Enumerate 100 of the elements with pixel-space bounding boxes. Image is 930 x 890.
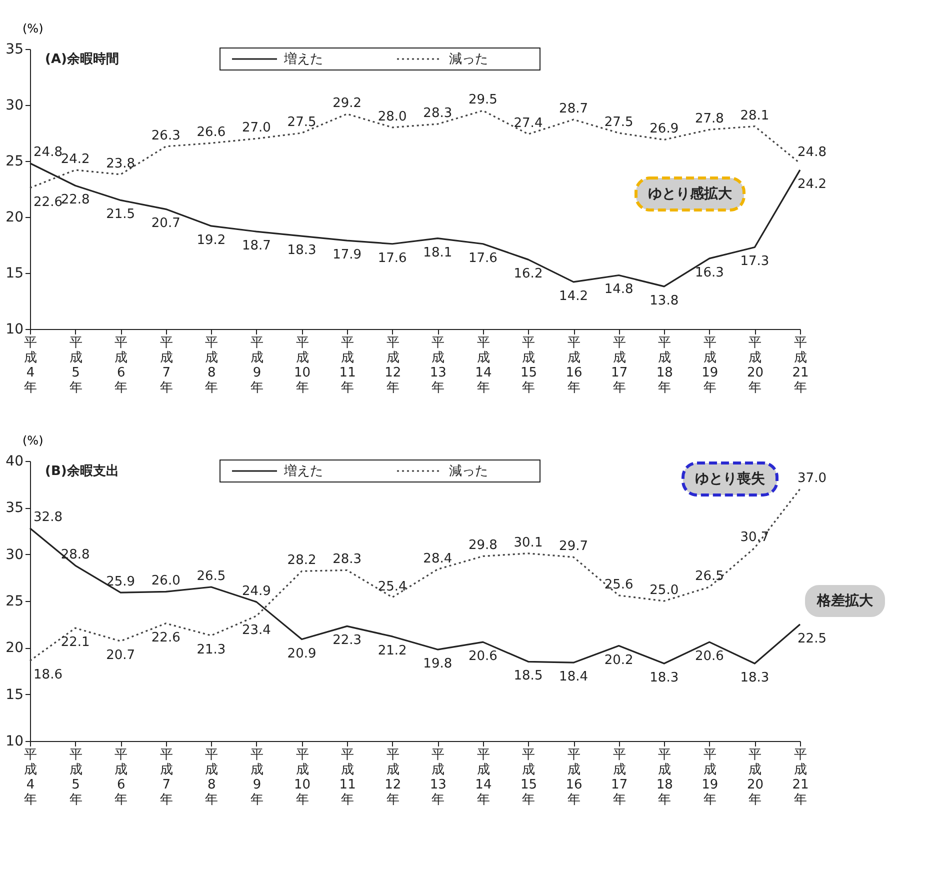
data-label: 24.2 (60, 152, 90, 167)
legend-label: 減った (449, 52, 488, 67)
data-label: 24.2 (798, 176, 826, 192)
data-label: 22.3 (332, 633, 362, 648)
x-tick-label: 平成9年 (250, 336, 264, 396)
data-label: 24.9 (242, 584, 271, 599)
x-tick-label: 平成6年 (114, 336, 128, 396)
y-tick-label: 25 (6, 594, 24, 610)
data-label: 18.6 (34, 668, 62, 683)
data-label: 22.6 (151, 630, 180, 646)
y-tick-label: 10 (6, 734, 24, 750)
data-label: 27.4 (514, 116, 543, 132)
data-label: 22.8 (60, 192, 90, 208)
data-label: 28.3 (332, 552, 362, 568)
data-label: 20.9 (287, 646, 316, 662)
x-tick-label: 平成7年 (160, 336, 173, 396)
data-label: 32.8 (34, 510, 62, 526)
data-label: 22.6 (34, 194, 62, 210)
data-label: 17.9 (332, 248, 362, 263)
x-tick-label: 平成4年 (24, 748, 37, 808)
data-label: 18.7 (242, 238, 271, 254)
x-tick-label: 平成12年 (384, 336, 402, 396)
data-label: 26.3 (151, 128, 180, 144)
data-label: 29.2 (332, 96, 362, 111)
x-tick-label: 平成13年 (430, 336, 446, 396)
data-label: 26.0 (151, 574, 180, 589)
data-label: 21.5 (106, 207, 136, 222)
x-tick-label: 平成6年 (114, 748, 128, 808)
annotation: ゆとり感拡大 (648, 185, 733, 202)
x-tick-label: 平成13年 (430, 748, 446, 808)
data-label: 24.8 (34, 145, 62, 160)
text: 格差拡大 (816, 592, 874, 609)
data-label: 28.8 (60, 548, 90, 563)
data-label: 18.4 (559, 670, 588, 685)
data-label: 21.2 (378, 643, 407, 658)
data-label: 26.6 (196, 125, 226, 140)
data-label: 18.3 (650, 670, 679, 686)
data-label: 13.8 (650, 293, 679, 308)
x-tick-label: 平成17年 (611, 336, 628, 396)
data-label: 30.7 (740, 530, 770, 545)
data-label: 22.1 (60, 635, 90, 650)
x-tick-label: 平成16年 (566, 336, 582, 396)
data-label: 17.3 (740, 254, 770, 270)
x-tick-label: 平成9年 (250, 748, 264, 808)
data-label: 29.5 (468, 92, 498, 108)
x-tick-label: 平成5年 (69, 336, 82, 396)
x-tick-label: 平成21年 (792, 336, 809, 396)
data-label: 27.8 (694, 112, 724, 127)
data-label: 26.5 (196, 569, 226, 584)
data-label: 18.5 (514, 668, 543, 684)
x-tick-label: 平成17年 (611, 748, 628, 808)
data-label: 25.9 (106, 574, 136, 590)
x-tick-label: 平成8年 (205, 336, 218, 396)
data-label: 25.0 (650, 583, 679, 598)
x-tick-label: 平成21年 (792, 748, 809, 808)
x-tick-label: 平成16年 (566, 748, 582, 808)
x-tick-label: 平成5年 (69, 748, 82, 808)
data-label: 18.1 (423, 245, 452, 260)
y-tick-label: 30 (6, 546, 24, 563)
data-label: 20.7 (151, 216, 180, 232)
y-tick-label: 20 (6, 210, 24, 226)
x-tick-label: 平成11年 (339, 336, 356, 396)
y-tick-label: 30 (6, 98, 24, 114)
data-label: 20.6 (694, 649, 724, 664)
x-tick-label: 平成20年 (746, 336, 764, 396)
y-axis-title: (%) (22, 434, 44, 448)
data-label: 22.5 (798, 631, 826, 646)
data-label: 28.1 (740, 108, 770, 124)
data-label: 14.8 (604, 282, 634, 298)
data-label: 28.0 (378, 109, 407, 124)
y-tick-label: 10 (6, 322, 24, 338)
x-tick-label: 平成18年 (656, 748, 673, 808)
x-tick-label: 平成11年 (339, 748, 356, 808)
x-tick-label: 平成19年 (702, 336, 718, 396)
x-tick-label: 平成10年 (294, 748, 311, 808)
data-label: 27.5 (287, 115, 316, 130)
data-label: 20.7 (106, 648, 136, 664)
data-label: 20.6 (468, 649, 498, 664)
data-label: 17.6 (378, 250, 407, 266)
data-label: 18.3 (287, 243, 316, 258)
x-tick-label: 平成15年 (520, 336, 538, 396)
data-label: 30.1 (514, 535, 543, 550)
x-tick-label: 平成7年 (160, 748, 173, 808)
data-label: 25.6 (604, 577, 634, 592)
x-tick-label: 平成19年 (702, 748, 718, 808)
data-label: 29.8 (468, 538, 498, 554)
data-label: 25.4 (378, 579, 407, 594)
data-label: 16.3 (694, 265, 724, 280)
data-label: 28.4 (423, 551, 452, 566)
x-tick-label: 平成12年 (384, 748, 402, 808)
data-label: 19.8 (423, 656, 452, 672)
data-label: 29.7 (559, 539, 588, 554)
legend-label: 減った (449, 464, 488, 479)
x-tick-label: 平成10年 (294, 336, 311, 396)
chart-title: (A)余暇時間 (45, 52, 119, 67)
y-tick-label: 25 (6, 154, 24, 170)
annotation: ゆとり喪失 (695, 471, 766, 487)
data-label: 23.8 (106, 156, 136, 172)
y-tick-label: 20 (6, 640, 24, 656)
data-label: 23.4 (242, 622, 271, 638)
